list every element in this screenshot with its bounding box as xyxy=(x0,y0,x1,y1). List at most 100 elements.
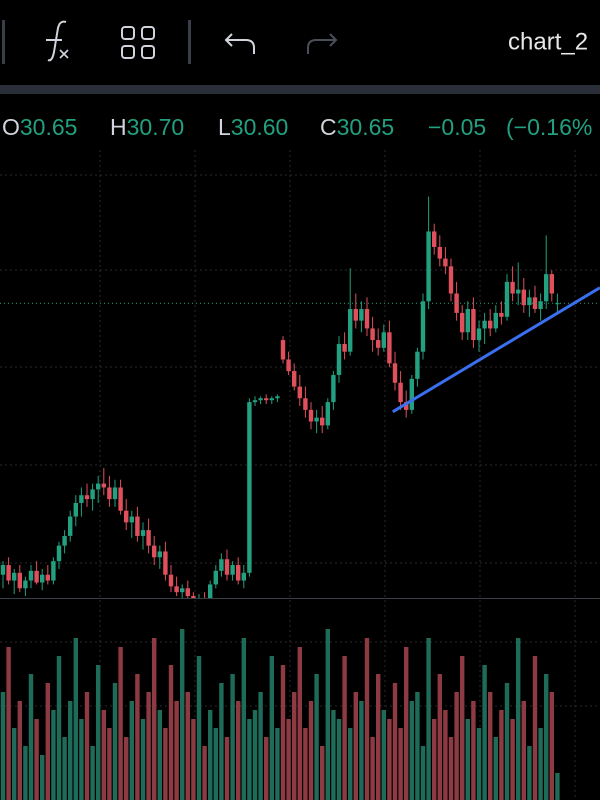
volume-bar xyxy=(415,692,420,800)
volume-bar xyxy=(208,710,213,800)
candle-body xyxy=(90,489,95,500)
volume-bar xyxy=(555,773,560,800)
volume-bar xyxy=(432,719,437,800)
toolbar-border xyxy=(0,85,600,94)
volume-bar xyxy=(180,629,185,800)
volume-bar xyxy=(482,665,487,800)
candle-body xyxy=(432,231,437,247)
volume-bar xyxy=(135,674,140,800)
candle-body xyxy=(544,274,549,302)
volume-bar xyxy=(476,728,482,800)
candle-body xyxy=(392,363,398,383)
candle-body xyxy=(12,572,17,581)
volume-bar xyxy=(90,746,95,800)
redo-button[interactable] xyxy=(307,33,338,54)
candle-body xyxy=(348,309,353,352)
indicator-button[interactable] xyxy=(46,20,69,62)
volume-bar xyxy=(392,683,398,800)
volume-bar xyxy=(297,647,302,800)
volume-bar xyxy=(364,638,370,800)
volume-bar xyxy=(275,728,280,800)
legend-label: O xyxy=(2,114,20,140)
volume-bar xyxy=(152,638,157,800)
volume-bar xyxy=(45,683,50,800)
candle-body xyxy=(532,297,538,310)
volume-bar xyxy=(527,746,532,800)
volume-bar xyxy=(118,647,123,800)
candle-body xyxy=(342,343,347,352)
candle-body xyxy=(40,574,45,583)
candle-body xyxy=(409,378,414,410)
candle-body xyxy=(499,312,504,317)
volume-bar xyxy=(532,656,538,800)
candle-body xyxy=(101,483,106,488)
volume-bar xyxy=(460,656,465,800)
legend-label: H xyxy=(110,114,127,140)
layout-button[interactable] xyxy=(121,26,155,59)
candle-body xyxy=(73,502,78,517)
volume-bar xyxy=(420,746,426,800)
volume-bar xyxy=(308,701,314,800)
volume-bar xyxy=(224,737,230,800)
candle-body xyxy=(370,328,375,341)
candle-body xyxy=(140,530,146,536)
volume-bar xyxy=(157,710,162,800)
volume-bar xyxy=(359,701,364,800)
candle-body xyxy=(308,409,314,422)
volume-bar xyxy=(348,728,353,800)
volume-bar xyxy=(230,674,235,800)
volume-bar xyxy=(280,665,286,800)
legend-change: −0.05 xyxy=(428,114,486,140)
volume-bar xyxy=(185,692,190,800)
candle-body xyxy=(336,343,342,375)
volume-bar xyxy=(124,737,129,800)
candle-body xyxy=(213,570,218,585)
volume-bar xyxy=(12,728,17,800)
volume-bar xyxy=(437,674,442,800)
candle-body xyxy=(241,572,246,581)
divider xyxy=(2,20,5,64)
volume-bar xyxy=(443,710,448,800)
candle-body xyxy=(269,398,274,401)
legend-value: 30.65 xyxy=(337,114,395,140)
chart-name[interactable]: chart_2 xyxy=(508,28,588,55)
volume-bar xyxy=(493,737,498,800)
volume-bar xyxy=(426,638,431,800)
candle-body xyxy=(437,246,442,259)
candle-body xyxy=(129,516,134,523)
candle-body xyxy=(460,312,465,333)
volume-bar xyxy=(314,674,319,800)
candle-body xyxy=(79,495,84,503)
candle-body xyxy=(325,402,330,426)
candle-body xyxy=(219,559,224,571)
volume-bar xyxy=(454,692,459,800)
volume-bar xyxy=(107,728,112,800)
candle-body xyxy=(157,551,162,558)
candle-body xyxy=(146,530,151,546)
candle-body xyxy=(230,565,235,575)
volume-bar xyxy=(258,692,263,800)
volume-bar xyxy=(40,755,45,800)
candle-body xyxy=(538,301,543,310)
candle-body xyxy=(124,510,129,523)
legend-value: 30.60 xyxy=(231,114,289,140)
volume-bar xyxy=(320,746,325,800)
candle-body xyxy=(168,574,174,587)
volume-bar xyxy=(241,638,246,800)
candle-body xyxy=(0,565,6,575)
volume-bar xyxy=(219,683,224,800)
candle-body xyxy=(527,297,532,306)
undo-button[interactable] xyxy=(224,33,255,54)
volume-pane xyxy=(0,629,560,800)
volume-bar xyxy=(286,719,291,800)
legend-item: L30.60 xyxy=(218,114,288,140)
legend-label: C xyxy=(320,114,337,140)
volume-bar xyxy=(336,719,342,800)
candle-body xyxy=(549,274,554,294)
volume-bar xyxy=(510,719,515,800)
volume-bar xyxy=(140,719,146,800)
candle-body xyxy=(415,351,420,379)
candle-body xyxy=(224,559,230,575)
candle-body xyxy=(320,417,325,426)
candle-body xyxy=(275,396,280,399)
